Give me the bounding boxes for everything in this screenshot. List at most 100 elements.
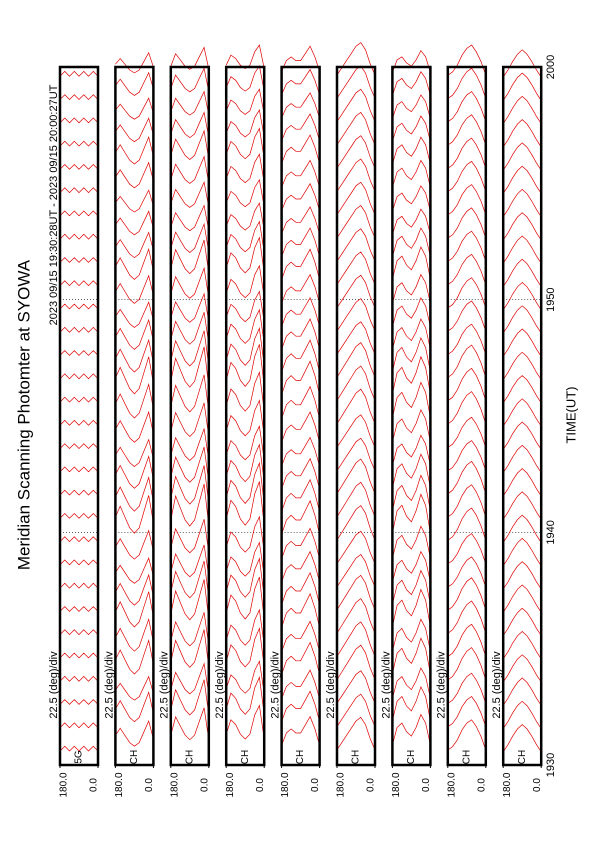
scan-trace (115, 719, 154, 747)
scan-trace (392, 493, 431, 533)
y-tick-label: 0.0 (532, 778, 543, 792)
panel-frame (224, 65, 266, 767)
scan-trace (225, 576, 265, 620)
scan-trace (447, 416, 487, 448)
scan-trace (170, 292, 210, 323)
scan-trace (225, 399, 265, 437)
scan-trace (59, 164, 99, 170)
scan-trace (502, 282, 542, 311)
y-tick-label: 180.0 (59, 772, 70, 797)
scan-trace (59, 70, 99, 77)
scan-trace (336, 621, 376, 657)
channel-label: CH (184, 750, 195, 764)
channel-label: CH (129, 750, 140, 764)
scan-trace (225, 327, 265, 366)
scan-trace (59, 187, 99, 194)
scan-trace (115, 438, 154, 467)
panel-frame (114, 65, 155, 767)
channel-label: CH (240, 750, 251, 764)
y-tick-label: 180.0 (502, 772, 513, 797)
scan-trace (502, 700, 542, 729)
scan-trace (59, 722, 99, 729)
scan-trace (502, 72, 542, 101)
scan-trace (170, 266, 210, 299)
scan-trace (225, 153, 265, 184)
scale-label: 22.5 (deg)/div (436, 651, 448, 719)
scan-trace (225, 443, 265, 483)
chart-title: Meridian Scanning Photomter at SYOWA (14, 259, 33, 570)
scan-trace (336, 437, 376, 471)
scan-trace (59, 675, 99, 682)
scan-trace (336, 274, 376, 308)
scan-trace (225, 371, 265, 412)
scan-trace (502, 188, 542, 217)
scan-trace (281, 385, 320, 419)
scan-trace (447, 137, 487, 169)
scan-trace (59, 396, 99, 403)
scan-trace (59, 326, 99, 333)
scan-trace (336, 251, 376, 285)
scan-trace (502, 305, 542, 334)
scan-trace (115, 135, 154, 165)
scan-trace (170, 612, 210, 647)
scan-trace (502, 351, 542, 380)
panel-frame (280, 65, 321, 767)
scan-trace (336, 670, 376, 704)
scan-trace (392, 550, 431, 582)
scan-trace (170, 465, 210, 505)
scan-trace (502, 258, 542, 287)
scale-label: 22.5 (deg)/div (159, 651, 171, 719)
scan-trace (336, 574, 376, 611)
scan-trace (115, 318, 154, 350)
scan-trace (225, 704, 265, 740)
scan-trace (447, 44, 487, 76)
scan-trace (447, 672, 487, 704)
y-tick-label: 0.0 (310, 778, 321, 792)
y-tick-label: 0.0 (144, 778, 155, 792)
scan-trace (115, 591, 154, 628)
scan-trace (281, 669, 320, 699)
scan-trace (115, 117, 154, 143)
panel-frame (58, 65, 100, 767)
y-tick-label: 0.0 (421, 778, 432, 792)
scan-trace (336, 414, 376, 448)
scan-trace (170, 374, 210, 413)
scan-trace (336, 65, 376, 99)
scan-trace (392, 115, 431, 142)
scan-trace (170, 90, 210, 116)
scan-trace (447, 600, 487, 634)
scan-trace (281, 457, 320, 489)
scan-trace (170, 662, 210, 695)
scan-trace (59, 652, 99, 659)
scan-trace (502, 421, 542, 450)
scan-trace (281, 339, 320, 373)
scan-trace (336, 228, 376, 262)
y-tick-label: 180.0 (114, 772, 125, 797)
scan-trace (447, 533, 487, 565)
scan-trace (281, 411, 320, 443)
scan-trace (447, 160, 487, 192)
scan-trace (170, 346, 210, 388)
scan-trace (392, 637, 431, 674)
scan-trace (59, 350, 99, 356)
scan-trace (502, 631, 542, 660)
scan-trace (115, 557, 154, 584)
scan-trace (392, 588, 431, 627)
scan-trace (502, 235, 542, 264)
scan-trace (392, 185, 431, 212)
scan-trace (59, 257, 99, 263)
scan-trace (59, 233, 99, 240)
scan-trace (336, 204, 376, 239)
channel-label: 5G (74, 750, 85, 764)
y-tick-label: 0.0 (366, 778, 377, 792)
scan-trace (281, 273, 320, 304)
scan-trace (392, 208, 431, 235)
scan-trace (170, 519, 210, 554)
scan-trace (225, 127, 265, 160)
scan-trace (281, 592, 320, 628)
scan-trace (392, 453, 431, 488)
scan-trace (170, 560, 210, 599)
scan-trace (59, 629, 99, 636)
scan-trace (115, 161, 154, 189)
